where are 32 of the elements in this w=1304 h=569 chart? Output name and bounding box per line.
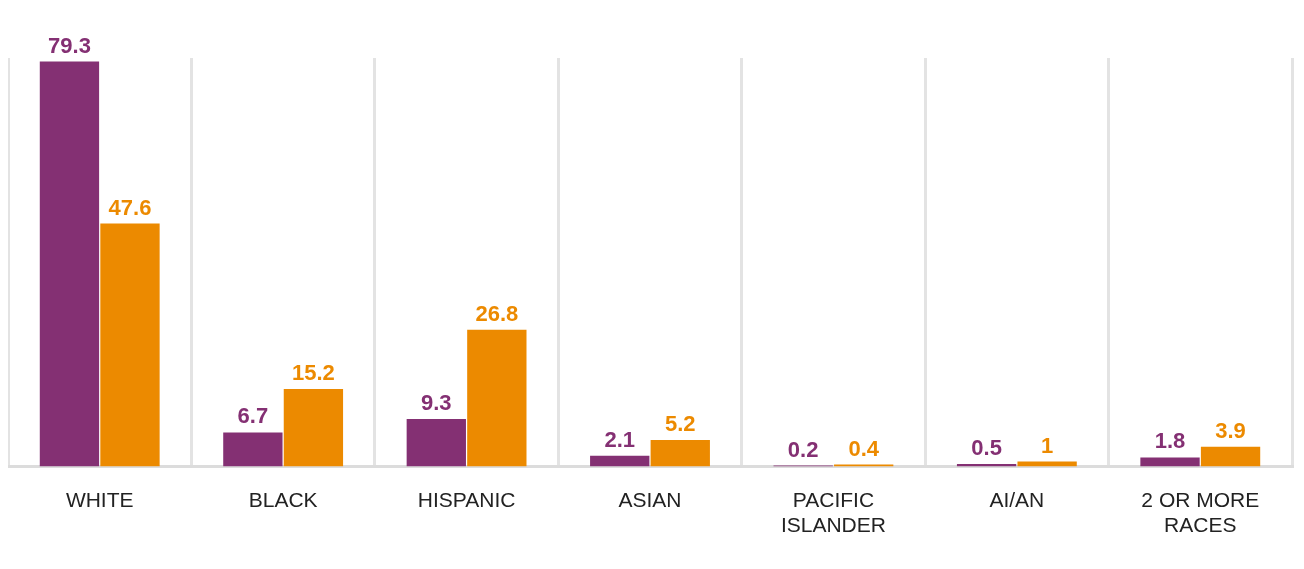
data-label: 2.1 [604,426,636,452]
x-tick-label: PACIFIC ISLANDER [780,488,886,537]
data-label: 0.5 [971,435,1002,461]
data-label: 47.6 [108,194,152,220]
data-label: 79.3 [48,32,91,58]
bar [223,432,283,467]
x-tick-label: ASIAN [618,488,682,511]
bar [283,388,344,467]
bar [1200,446,1261,467]
bar [590,455,650,467]
data-label: 5.2 [664,411,696,437]
data-label: 3.9 [1215,417,1246,443]
x-tick-label: HISPANIC [417,488,516,511]
x-tick-label: 2 OR MORE RACES [1141,488,1260,537]
data-label: 9.3 [421,390,452,416]
bar [406,419,466,467]
data-label: 26.8 [475,300,519,326]
bar [650,440,710,467]
bar [100,223,160,467]
data-label: 1 [1041,432,1054,458]
x-tick-label: BLACK [248,488,318,511]
data-label: 6.7 [237,403,269,429]
data-label: 1.8 [1154,428,1186,454]
x-tick-label: WHITE [65,488,134,511]
data-label: 0.4 [848,435,880,461]
bar [467,329,527,467]
data-label: 15.2 [291,360,335,386]
bar [1140,457,1200,467]
bar [1017,461,1077,467]
x-tick-label: AI/AN [989,488,1045,511]
data-label: 0.2 [787,436,819,462]
bar [39,61,100,467]
